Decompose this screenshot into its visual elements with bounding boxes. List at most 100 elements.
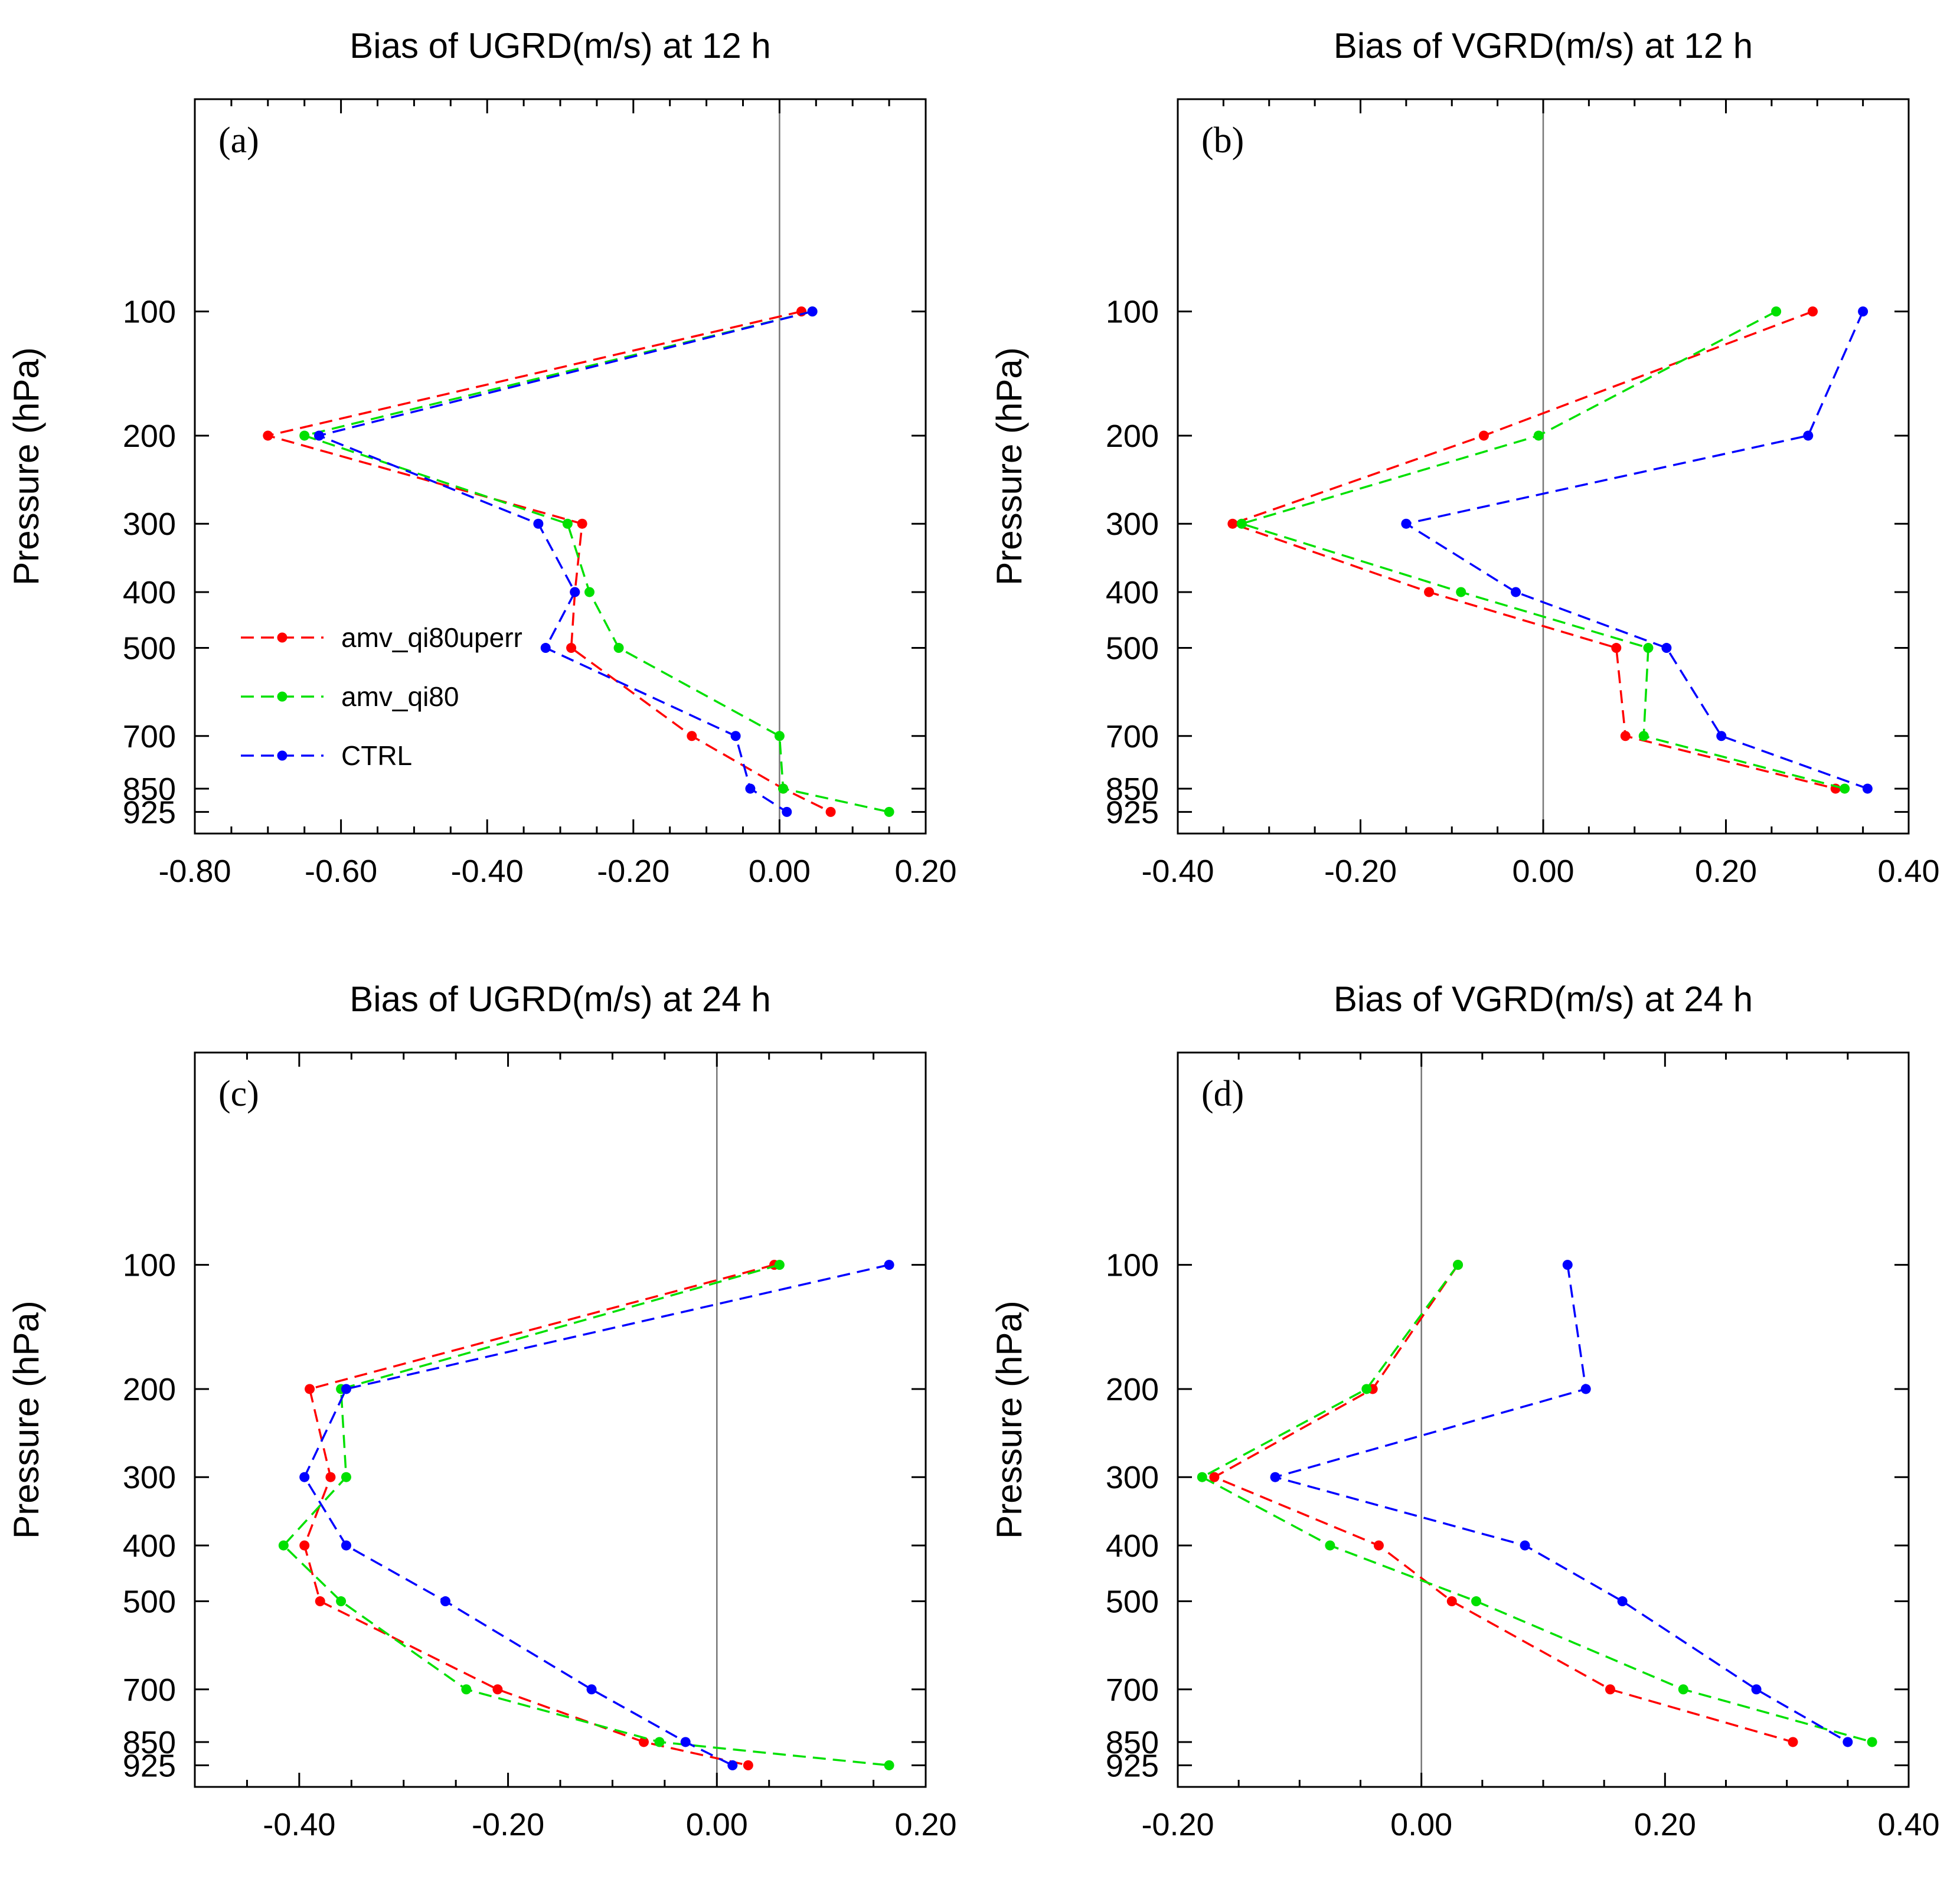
- y-tick-label: 200: [123, 419, 176, 454]
- data-point: [299, 1472, 310, 1482]
- data-point: [638, 1737, 649, 1747]
- y-tick-label: 850: [123, 1725, 176, 1760]
- data-point: [613, 643, 624, 653]
- data-point: [315, 1596, 325, 1607]
- data-point: [1453, 1260, 1464, 1270]
- series-line: [303, 1263, 890, 1766]
- panel-label: (c): [218, 1074, 259, 1114]
- data-point: [778, 783, 789, 794]
- panel-4: Bias of VGRD(m/s) at 24 h Pressure (hPa) -…: [989, 979, 1940, 1842]
- y-tick-label: 100: [123, 295, 176, 330]
- data-point: [807, 306, 818, 317]
- data-point: [1520, 1540, 1530, 1551]
- data-point: [299, 1540, 310, 1551]
- data-point: [263, 430, 273, 441]
- x-tick-label: 0.20: [1695, 854, 1757, 889]
- series-amv-qi80uperr: [1209, 1260, 1798, 1747]
- data-point: [1605, 1684, 1615, 1695]
- data-point: [782, 806, 792, 817]
- data-point: [1611, 643, 1622, 653]
- y-tick-label: 925: [123, 795, 176, 830]
- chart-title: Bias of UGRD(m/s) at 12 h: [349, 26, 771, 66]
- data-point: [299, 430, 310, 441]
- data-point: [1858, 306, 1868, 317]
- series-line: [1271, 1264, 1848, 1743]
- y-tick-label: 200: [1106, 1372, 1159, 1407]
- x-tick-label: 0.20: [894, 1807, 956, 1842]
- data-point: [540, 643, 551, 653]
- data-point: [566, 643, 577, 653]
- data-point: [1478, 430, 1489, 441]
- data-point: [440, 1596, 450, 1607]
- legend-label: amv_qi80: [341, 681, 459, 712]
- data-point: [336, 1596, 347, 1607]
- data-point: [1867, 1737, 1877, 1747]
- data-point: [562, 518, 573, 529]
- series-amv-qi80: [1197, 1260, 1877, 1747]
- y-tick-label: 300: [1106, 1460, 1159, 1495]
- x-tick-label: 0.20: [894, 854, 956, 889]
- panel-2: Bias of VGRD(m/s) at 12 h Pressure (hPa) -…: [989, 26, 1940, 889]
- series-line: [267, 310, 831, 813]
- x-tick-label: -0.80: [158, 854, 231, 889]
- series-line: [303, 1263, 775, 1767]
- legend: amv_qi80uperr amv_qi80 CTRL: [241, 622, 522, 771]
- series-line: [1403, 311, 1868, 790]
- data-point: [1808, 306, 1818, 317]
- data-point: [1803, 430, 1814, 441]
- y-tick-label: 850: [1106, 1725, 1159, 1760]
- panel-1: Bias of UGRD(m/s) at 12 h Pressure (hPa) -…: [6, 26, 957, 889]
- x-tick-label: -0.20: [1324, 854, 1397, 889]
- x-tick-label: -0.40: [451, 854, 524, 889]
- legend-label: CTRL: [341, 740, 412, 771]
- x-tick-label: -0.20: [472, 1807, 544, 1842]
- panel-label: (d): [1201, 1074, 1244, 1114]
- legend-item: amv_qi80uperr: [241, 622, 522, 653]
- x-tick-label: -0.60: [305, 854, 377, 889]
- y-axis-label: Pressure (hPa): [6, 347, 46, 585]
- y-tick-label: 500: [123, 631, 176, 666]
- plot-frame: [1177, 1051, 1910, 1788]
- legend-marker: [277, 691, 288, 702]
- x-tick-label: 0.20: [1634, 1807, 1696, 1842]
- data-point: [687, 731, 697, 741]
- data-point: [492, 1684, 503, 1695]
- plot-frame: [194, 98, 927, 835]
- data-point: [1562, 1260, 1573, 1270]
- data-point: [1862, 783, 1873, 794]
- data-point: [1678, 1684, 1688, 1695]
- series-line: [300, 310, 890, 813]
- y-tick-label: 100: [1106, 1248, 1159, 1283]
- data-point: [825, 806, 836, 817]
- data-point: [774, 731, 785, 741]
- data-point: [1840, 783, 1850, 794]
- chart-title: Bias of VGRD(m/s) at 24 h: [1334, 979, 1753, 1019]
- data-point: [586, 1684, 597, 1695]
- y-tick-label: 200: [123, 1372, 176, 1407]
- x-tick-label: -0.40: [1141, 854, 1214, 889]
- panel-label: (b): [1201, 120, 1244, 161]
- series-amv-qi80: [1236, 306, 1850, 794]
- y-tick-label: 500: [1106, 631, 1159, 666]
- data-point: [1643, 643, 1654, 653]
- data-point: [1471, 1596, 1482, 1607]
- data-point: [884, 1260, 894, 1270]
- data-point: [1580, 1384, 1591, 1394]
- y-tick-label: 700: [123, 719, 176, 754]
- y-tick-label: 925: [1106, 1748, 1159, 1783]
- data-point: [577, 518, 587, 529]
- y-tick-label: 925: [1106, 795, 1159, 830]
- legend-label: amv_qi80uperr: [341, 622, 522, 653]
- data-point: [1209, 1472, 1220, 1482]
- data-point: [884, 1760, 894, 1770]
- data-point: [461, 1684, 472, 1695]
- data-point: [313, 430, 324, 441]
- chart-title: Bias of UGRD(m/s) at 24 h: [349, 979, 771, 1019]
- y-axis-label: Pressure (hPa): [989, 347, 1029, 585]
- data-point: [341, 1540, 351, 1551]
- data-point: [1661, 643, 1672, 653]
- y-axis-label: Pressure (hPa): [989, 1300, 1029, 1538]
- data-point: [680, 1737, 691, 1747]
- y-tick-label: 300: [1106, 506, 1159, 542]
